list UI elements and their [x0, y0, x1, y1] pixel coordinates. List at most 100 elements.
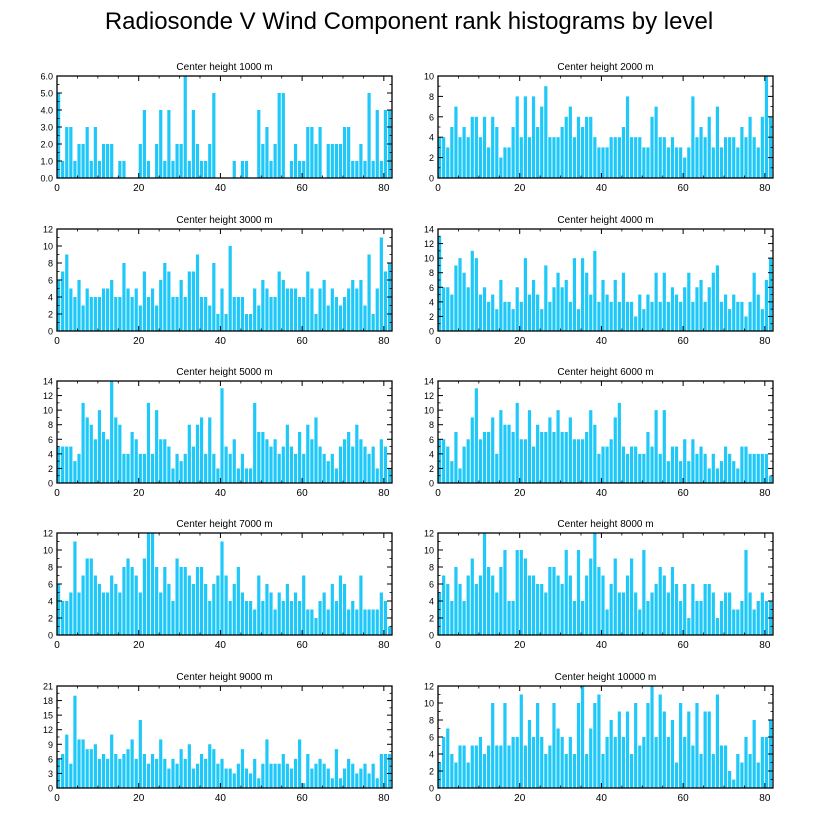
histogram-bar [458, 137, 462, 178]
histogram-bar [240, 749, 245, 788]
histogram-bar [638, 294, 642, 331]
y-tick-label: 10 [43, 546, 53, 556]
histogram-bar [106, 758, 110, 788]
histogram-bar [658, 453, 662, 483]
histogram-bar [244, 314, 249, 331]
histogram-bar [589, 728, 593, 788]
histogram-bar [379, 592, 383, 635]
histogram-bar [371, 763, 375, 788]
histogram-bar [93, 439, 97, 483]
histogram-bar [662, 272, 666, 331]
histogram-bar [118, 758, 122, 788]
histogram-bar [487, 745, 491, 788]
histogram-bar [110, 381, 114, 483]
histogram-bar [118, 297, 122, 331]
histogram-bar [195, 144, 200, 178]
histogram-bar [122, 754, 126, 788]
histogram-bar [650, 116, 654, 178]
histogram-bar [183, 758, 187, 788]
x-tick-label: 60 [297, 183, 309, 194]
histogram-bar [240, 453, 245, 483]
histogram-bar [446, 446, 450, 483]
histogram-bar [540, 106, 544, 178]
y-tick-label: 5.0 [40, 89, 53, 99]
histogram-bar [281, 754, 285, 788]
histogram-bar [73, 695, 77, 788]
histogram-bar [293, 758, 298, 788]
histogram-bar [191, 446, 196, 483]
y-tick-label: 4 [429, 133, 434, 143]
histogram-bar [723, 592, 728, 635]
histogram-bar [470, 116, 474, 178]
histogram-bar [760, 453, 764, 483]
histogram-bar [93, 127, 97, 178]
x-tick-label: 60 [678, 640, 690, 651]
histogram-bar [560, 432, 564, 483]
histogram-bar [617, 301, 621, 331]
histogram-bar [240, 297, 245, 331]
histogram-bar [130, 297, 134, 331]
histogram-bar [642, 147, 646, 178]
histogram-bar [458, 468, 462, 483]
histogram-bar [446, 728, 450, 788]
histogram-bar [728, 771, 732, 788]
histogram-bar [719, 301, 724, 331]
y-tick-label: 15 [43, 711, 53, 721]
histogram-bar [491, 575, 495, 635]
histogram-bar [199, 567, 204, 635]
histogram-bar [330, 584, 334, 635]
histogram-bar [175, 763, 179, 788]
histogram-bar [699, 446, 703, 483]
histogram-bar [379, 237, 383, 331]
histogram-bar [531, 96, 536, 178]
histogram-bar [302, 575, 306, 635]
x-tick-label: 20 [514, 640, 526, 651]
histogram-bar [61, 446, 65, 483]
histogram-bar [220, 758, 224, 788]
histogram-bar [387, 626, 392, 635]
histogram-bar [204, 161, 208, 178]
x-tick-label: 80 [378, 488, 390, 499]
histogram-bar [744, 137, 748, 178]
histogram-bar [93, 744, 97, 788]
y-tick-label: 12 [424, 391, 434, 401]
histogram-bar [359, 575, 363, 635]
histogram-bar [171, 161, 175, 178]
histogram-bar [499, 280, 503, 331]
histogram-bar [167, 110, 171, 178]
histogram-bar [150, 533, 155, 635]
y-tick-label: 8 [429, 563, 434, 573]
y-tick-label: 0 [429, 479, 434, 489]
histogram-bar [265, 584, 269, 635]
histogram-bar [261, 601, 265, 635]
histogram-bar [273, 609, 277, 635]
histogram-bar [244, 468, 249, 483]
histogram-bar [318, 601, 322, 635]
x-tick-label: 80 [378, 640, 390, 651]
x-tick-label: 20 [133, 793, 145, 804]
y-tick-label: 0 [429, 327, 434, 337]
y-tick-label: 0 [48, 631, 53, 641]
histogram-bar [695, 453, 699, 483]
histogram-bar [142, 271, 146, 331]
histogram-bar [564, 754, 568, 788]
y-tick-label: 10 [424, 699, 434, 709]
histogram-bar [273, 297, 277, 331]
y-tick-label: 14 [424, 225, 434, 235]
histogram-bar [265, 439, 269, 483]
histogram-bar [593, 703, 597, 788]
histogram-bar [654, 410, 658, 483]
histogram-bar [244, 601, 249, 635]
histogram-bar [310, 439, 314, 483]
histogram-bar [527, 137, 532, 178]
histogram-bar [454, 265, 458, 331]
histogram-bar [482, 116, 487, 178]
histogram-bar [446, 147, 450, 178]
histogram-bar [281, 446, 285, 483]
histogram-bar [470, 558, 474, 635]
y-tick-label: 3 [48, 769, 53, 779]
histogram-bar [65, 254, 69, 331]
histogram-bar [552, 703, 556, 788]
histogram-bar [650, 592, 654, 635]
histogram-bar [617, 592, 621, 635]
